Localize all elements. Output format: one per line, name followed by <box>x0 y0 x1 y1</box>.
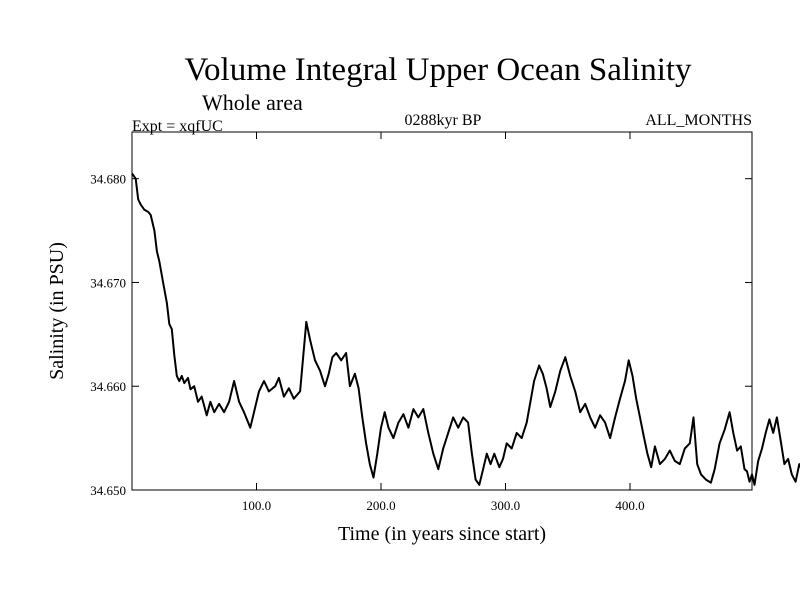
x-tick-label: 100.0 <box>242 498 271 513</box>
period-label: 0288kyr BP <box>405 112 482 129</box>
x-axis-ticks: 100.0 200.0 300.0 400.0 <box>242 132 645 513</box>
x-tick-label: 400.0 <box>615 498 644 513</box>
months-label: ALL_MONTHS <box>645 112 752 129</box>
x-axis-label: Time (in years since start) <box>338 523 546 545</box>
y-axis-ticks: 34.650 34.660 34.670 34.680 <box>90 172 752 498</box>
chart-title: Volume Integral Upper Ocean Salinity <box>184 52 692 88</box>
y-tick-label: 34.680 <box>90 172 126 187</box>
chart-subtitle: Whole area <box>202 90 303 115</box>
y-tick-label: 34.670 <box>90 275 126 290</box>
y-tick-label: 34.660 <box>90 379 126 394</box>
x-tick-label: 300.0 <box>491 498 520 513</box>
x-tick-label: 200.0 <box>366 498 395 513</box>
plot-frame <box>131 131 753 491</box>
experiment-label: Expt = xqfUC <box>132 118 223 135</box>
y-tick-label: 34.650 <box>90 483 126 498</box>
y-axis-label: Salinity (in PSU) <box>46 242 68 380</box>
salinity-series-line <box>131 172 800 486</box>
